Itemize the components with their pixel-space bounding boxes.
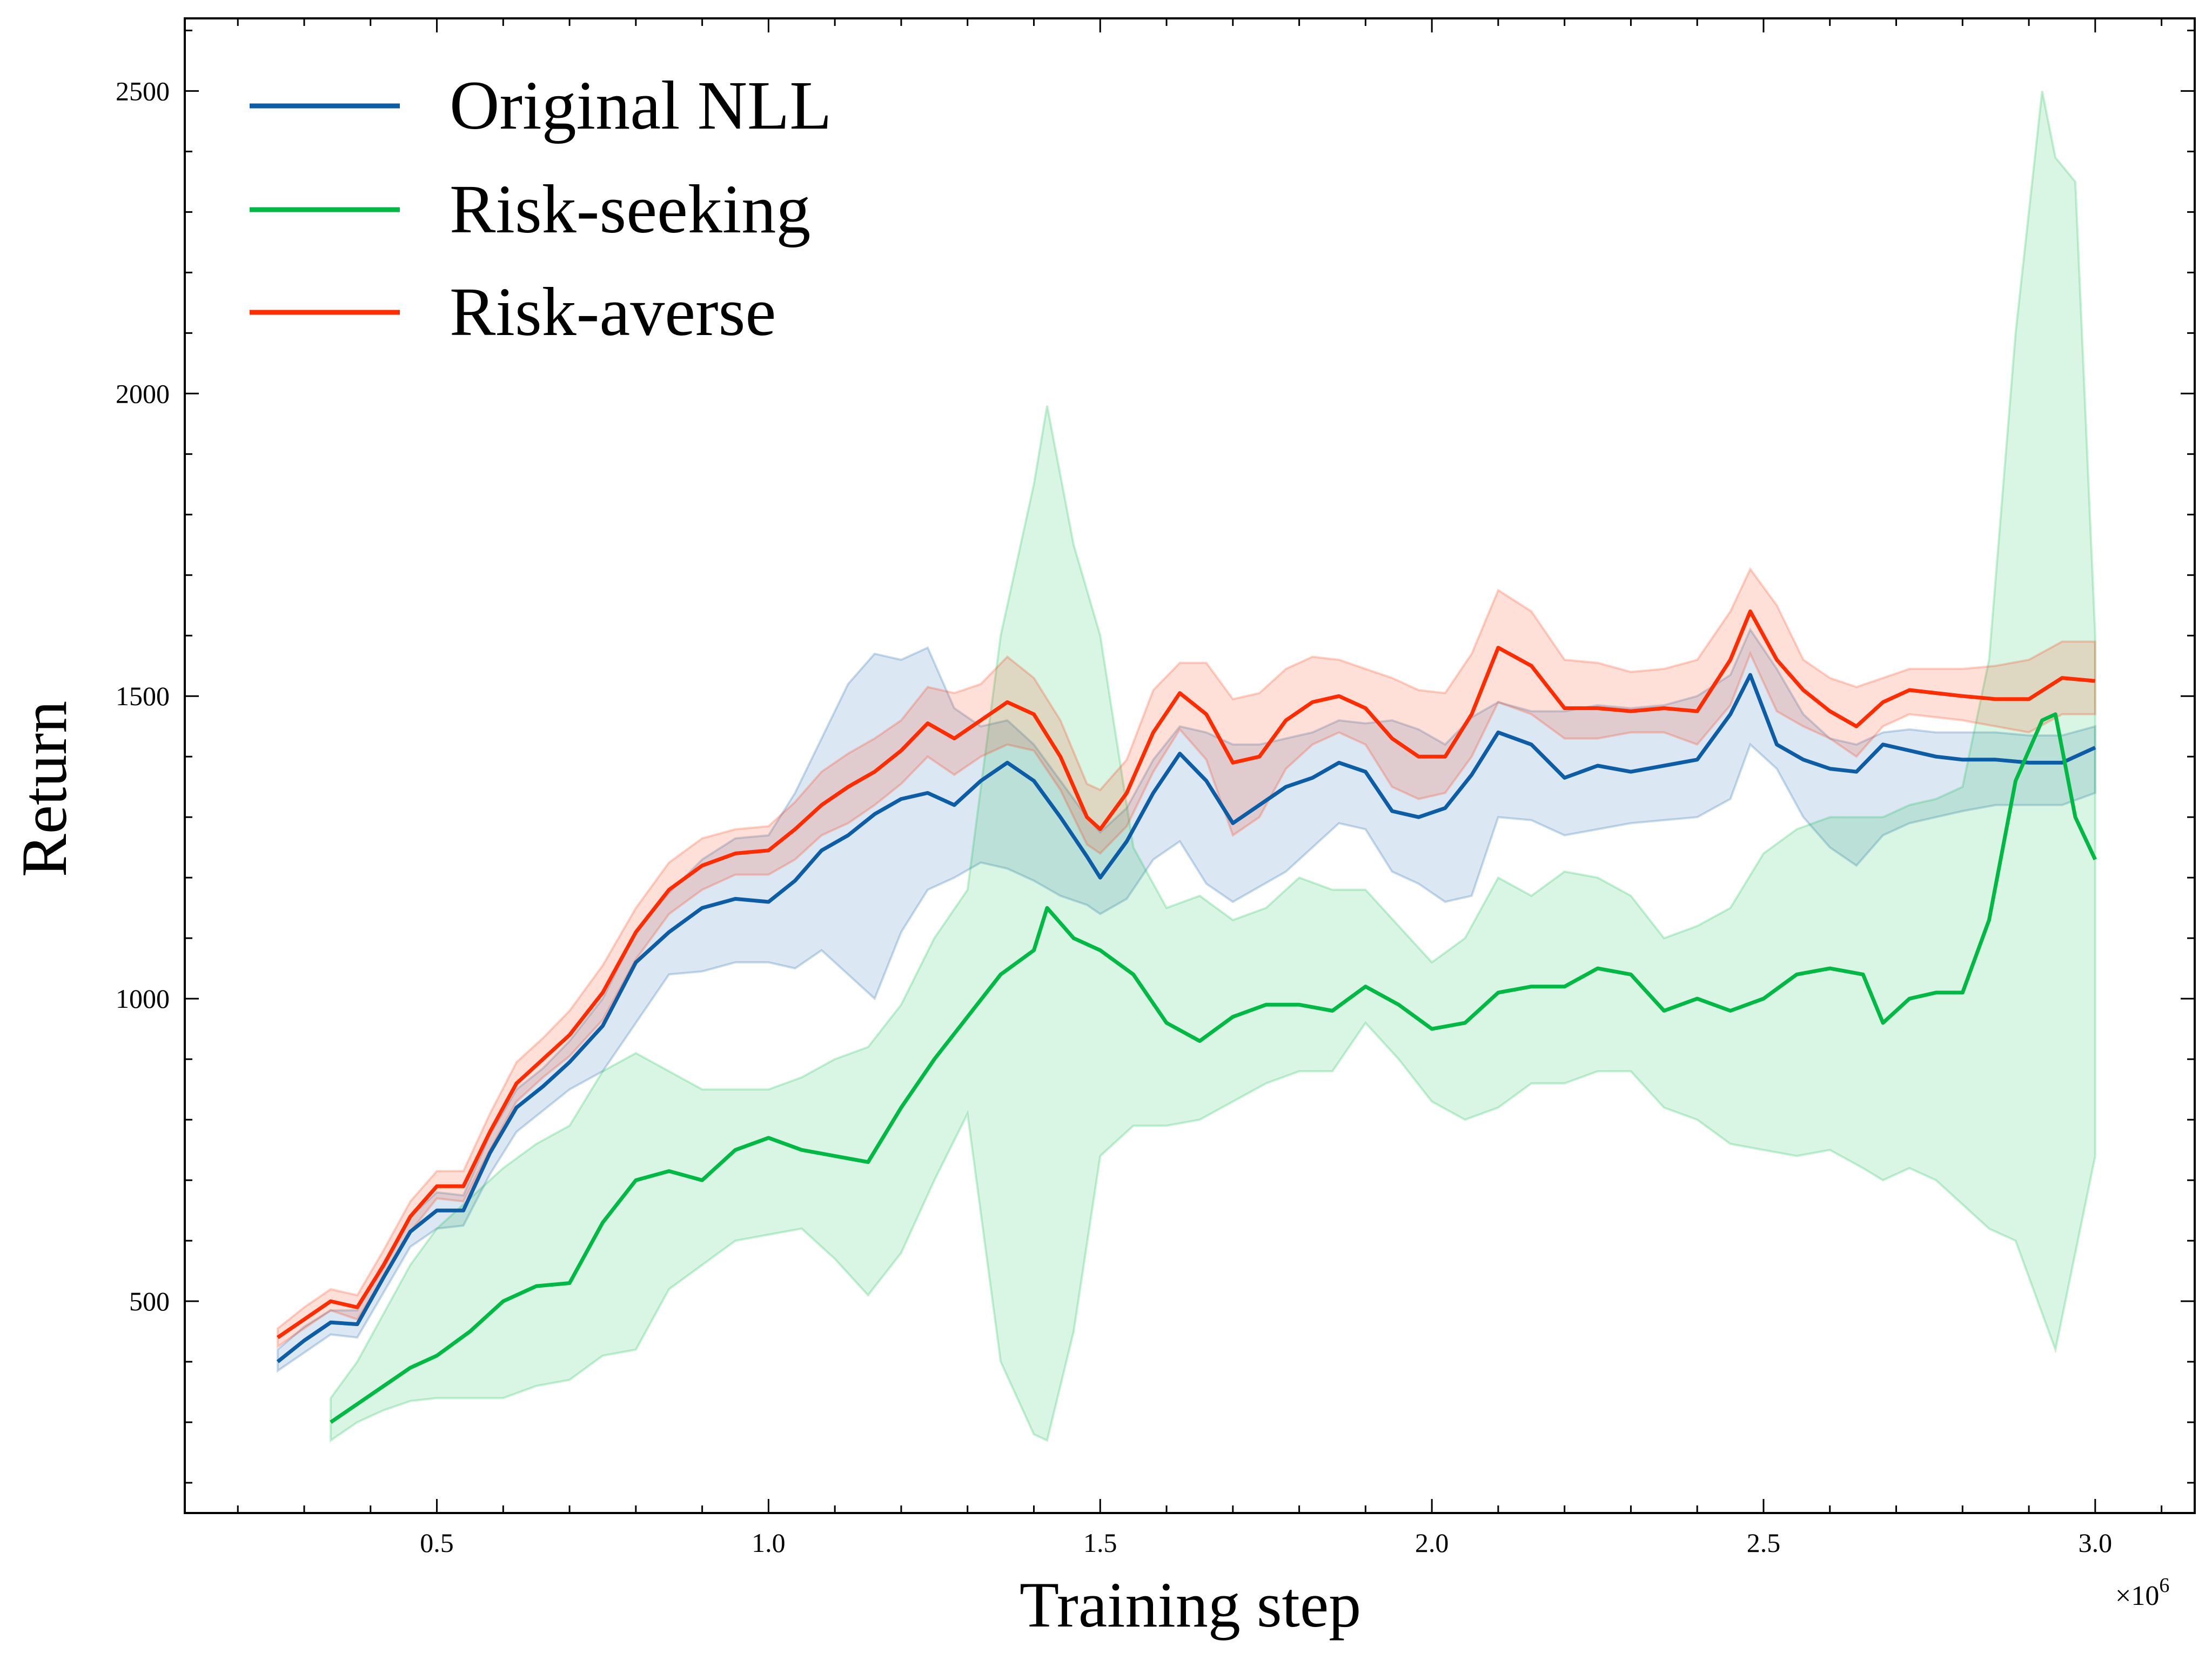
y-tick-label: 2000	[116, 378, 170, 409]
y-tick-label: 500	[129, 1286, 170, 1316]
x-tick-label: 2.0	[1415, 1528, 1449, 1558]
band-risk-seeking	[330, 91, 2096, 1443]
band-risk-averse	[276, 567, 2096, 1349]
y-axis-title: Return	[8, 701, 80, 878]
legend-item-risk-averse: Risk-averse	[250, 273, 776, 350]
legend: Original NLL Risk-seeking Risk-averse	[250, 67, 832, 350]
x-tick-label: 3.0	[2079, 1528, 2113, 1558]
legend-label-original-nll: Original NLL	[450, 67, 832, 144]
legend-label-risk-seeking: Risk-seeking	[450, 171, 810, 247]
x-tick-label: 1.0	[752, 1528, 786, 1558]
band-original-nll	[276, 627, 2096, 1373]
line-original-nll	[276, 673, 2096, 1363]
plot-frame	[184, 17, 2196, 1514]
x-scale-factor: ×106	[2115, 1574, 2169, 1611]
x-tick-label: 2.5	[1747, 1528, 1781, 1558]
x-tick-label: 0.5	[420, 1528, 454, 1558]
x-axis-title: Training step	[1020, 1569, 1361, 1641]
series-lines	[276, 609, 2097, 1424]
legend-label-risk-averse: Risk-averse	[450, 273, 776, 350]
x-scale-base: ×10	[2115, 1581, 2159, 1611]
y-tick-label: 2500	[116, 76, 170, 106]
legend-item-risk-seeking: Risk-seeking	[250, 171, 810, 247]
line-risk-seeking	[330, 712, 2097, 1424]
legend-item-original-nll: Original NLL	[250, 67, 832, 144]
x-tick-label: 1.5	[1083, 1528, 1117, 1558]
x-scale-exponent: 6	[2159, 1574, 2169, 1597]
axis-ticks: 0.5 1.0 1.5 2.0 2.5 3.0 500 1000 1500 2000 2500	[116, 18, 2195, 1558]
y-tick-label: 1500	[116, 681, 170, 711]
line-risk-averse	[276, 609, 2096, 1340]
confidence-bands	[276, 91, 2096, 1443]
y-tick-label: 1000	[116, 983, 170, 1014]
